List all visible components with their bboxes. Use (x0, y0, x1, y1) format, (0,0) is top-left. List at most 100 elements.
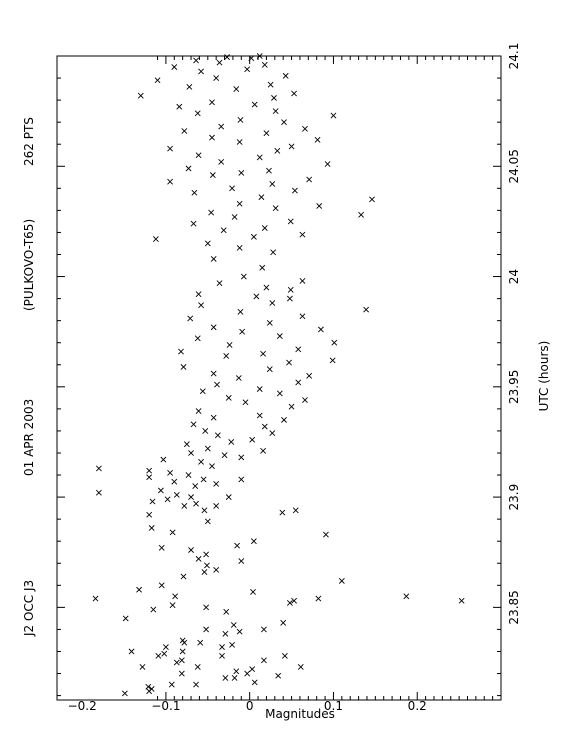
data-point (256, 386, 263, 392)
data-point (256, 154, 263, 161)
data-point (195, 152, 202, 159)
data-point (249, 436, 256, 443)
data-point (275, 672, 282, 679)
data-point (369, 196, 375, 203)
y-tick-label: 0.1 (324, 699, 343, 713)
data-point (139, 663, 146, 670)
data-point (261, 423, 268, 430)
data-point (178, 670, 185, 677)
data-point (458, 597, 465, 604)
data-point (216, 59, 223, 66)
data-point (201, 569, 208, 576)
data-point (238, 169, 245, 176)
data-point (160, 456, 167, 463)
data-point (219, 652, 225, 659)
data-point (331, 339, 338, 346)
data-point (322, 531, 329, 538)
data-point (299, 313, 306, 320)
data-point (315, 595, 322, 602)
data-point (314, 136, 321, 143)
data-point (221, 452, 228, 459)
data-point (240, 273, 247, 280)
data-point (219, 644, 225, 650)
data-point (267, 81, 274, 88)
data-point (164, 496, 171, 503)
x-axis-ticks: 23.85 23.9 23.95 24 24.05 24.1 (57, 43, 521, 697)
data-point (250, 589, 256, 595)
data-point (146, 511, 153, 518)
data-point (236, 200, 243, 207)
data-point (209, 99, 215, 106)
data-point (287, 218, 294, 225)
data-point (167, 178, 174, 185)
data-point (286, 600, 293, 606)
data-point (213, 75, 220, 81)
data-point (329, 357, 336, 364)
data-point (260, 447, 267, 454)
data-point (216, 280, 223, 287)
data-point (201, 507, 208, 514)
data-point (203, 604, 210, 611)
data-point (187, 315, 194, 322)
data-point (281, 119, 287, 126)
data-point (306, 372, 313, 379)
data-point (178, 657, 185, 664)
data-point (244, 670, 251, 677)
data-point (209, 463, 215, 470)
title-part-1: J2 OCC J3 (22, 580, 36, 637)
data-point (180, 364, 187, 370)
data-point (237, 117, 244, 123)
data-point (256, 412, 263, 419)
data-point (194, 110, 201, 117)
data-point (218, 123, 225, 130)
title-part-3: (PULKOVO-T65) (22, 219, 36, 311)
data-point (358, 211, 365, 218)
data-point (244, 66, 251, 73)
data-point (302, 125, 308, 132)
data-point (92, 595, 99, 602)
data-point (188, 494, 194, 501)
data-point (121, 690, 128, 697)
y-axis-ticks: 0.2 0.1 0 −0.1 −0.2 (68, 56, 494, 713)
data-point (269, 300, 276, 306)
data-point (190, 220, 197, 227)
data-point (157, 487, 164, 494)
data-point (198, 302, 205, 309)
data-point (238, 558, 245, 564)
data-point (270, 249, 277, 256)
data-point (95, 489, 102, 496)
data-point (209, 172, 216, 179)
data-point (295, 346, 302, 353)
data-point (158, 582, 165, 589)
data-point (276, 333, 283, 340)
data-point (171, 64, 178, 70)
data-point (209, 134, 215, 141)
data-point (181, 128, 188, 134)
data-point (272, 205, 279, 212)
data-point (154, 77, 161, 84)
data-point (188, 450, 194, 456)
data-point (213, 566, 220, 573)
data-point (261, 61, 268, 68)
data-point (194, 335, 201, 342)
data-point (226, 341, 233, 348)
data-point (198, 68, 205, 75)
data-point (276, 390, 283, 397)
data-point (292, 507, 299, 514)
data-point (317, 326, 324, 333)
data-point (286, 295, 293, 302)
data-point (148, 525, 155, 531)
data-point (274, 147, 281, 154)
data-point (229, 185, 236, 192)
data-point (145, 683, 152, 690)
data-point (238, 454, 245, 461)
data-point (192, 483, 199, 489)
data-point (161, 650, 168, 657)
data-point (167, 145, 174, 152)
data-point (202, 428, 209, 434)
data-point (173, 659, 180, 666)
data-point (282, 72, 289, 79)
data-point (236, 244, 243, 251)
x-axis-label: UTC (hours) (537, 341, 551, 412)
